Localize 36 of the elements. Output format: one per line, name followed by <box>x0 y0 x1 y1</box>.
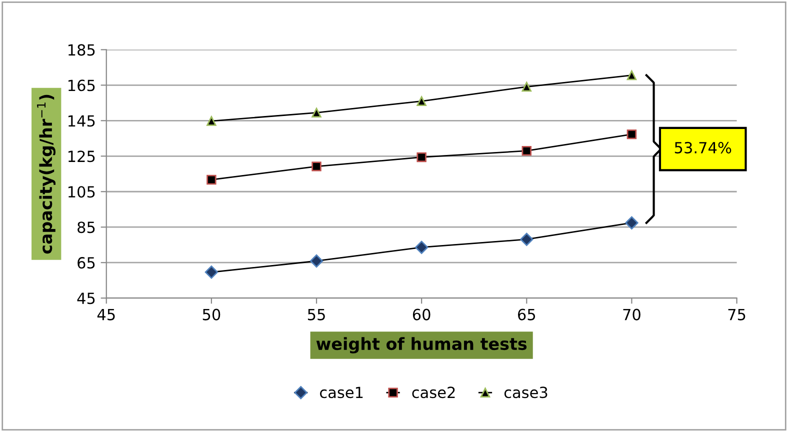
x-tick-label: 60 <box>412 308 430 320</box>
legend-label: case2 <box>412 386 455 398</box>
y-tick-label: 105 <box>68 186 95 198</box>
x-axis-title: weight of human tests <box>316 337 527 354</box>
legend-label: case1 <box>320 386 363 398</box>
point <box>522 146 532 156</box>
point <box>312 162 322 172</box>
x-tick-label: 75 <box>728 308 746 320</box>
x-tick-label: 55 <box>308 308 325 320</box>
point <box>206 174 216 185</box>
x-tick-label: 45 <box>97 308 115 320</box>
point <box>626 70 637 80</box>
point <box>414 240 428 254</box>
x-tick-label: 50 <box>202 308 220 320</box>
y-axis-title: capacity(kg/hr$^{−1}$) <box>37 94 56 254</box>
y-tick-label: 65 <box>78 257 95 269</box>
y-tick-label: 185 <box>68 44 95 56</box>
point <box>204 266 218 279</box>
y-tick-label: 145 <box>68 115 95 127</box>
x-tick-label: 65 <box>518 308 536 320</box>
point <box>312 108 322 118</box>
point <box>626 129 637 140</box>
y-tick-label: 125 <box>68 150 95 162</box>
annotation: 53.74% <box>674 142 732 154</box>
y-tick-label: 165 <box>68 80 95 92</box>
y-tick-label: 85 <box>78 222 95 234</box>
point <box>625 216 638 230</box>
point <box>206 116 216 126</box>
point <box>522 82 532 92</box>
point <box>520 232 534 246</box>
y-tick-label: 45 <box>77 292 95 304</box>
point <box>416 152 426 162</box>
point <box>310 254 324 268</box>
point <box>416 96 426 106</box>
legend-label: case3 <box>504 386 548 398</box>
x-tick-label: 70 <box>623 308 640 320</box>
